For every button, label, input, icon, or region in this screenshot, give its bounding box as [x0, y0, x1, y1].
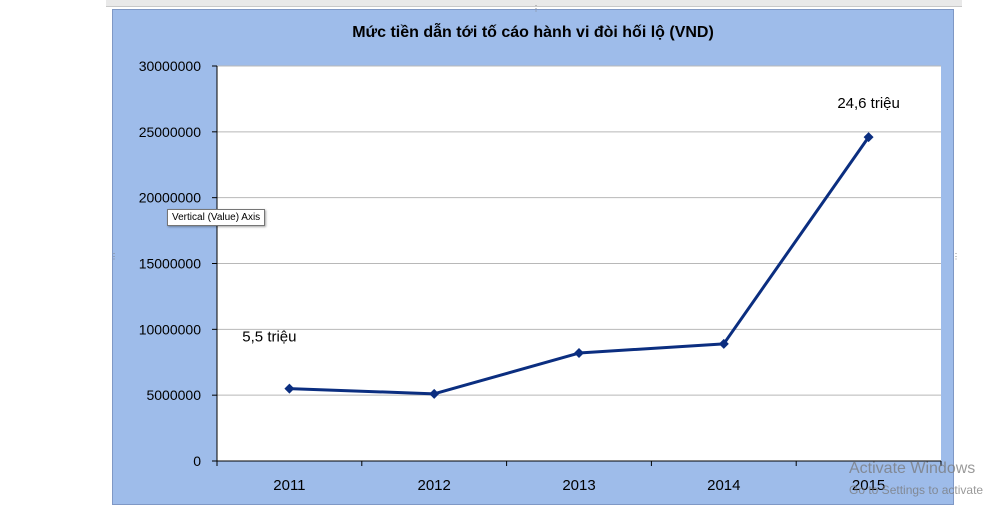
y-tick-label: 15000000: [139, 256, 202, 272]
data-point: [718, 338, 729, 349]
data-point: [284, 383, 295, 394]
y-tick-label: 10000000: [139, 321, 202, 337]
resize-handle-right[interactable]: ⋮: [952, 252, 960, 261]
window-top-strip: [106, 0, 962, 7]
x-tick-label: 2013: [562, 477, 595, 494]
axis-tooltip: Vertical (Value) Axis: [167, 209, 266, 226]
y-tick-label: 0: [193, 453, 201, 469]
data-label: 24,6 triệu: [837, 95, 900, 112]
y-tick-label: 25000000: [139, 124, 202, 140]
chart-title[interactable]: Mức tiền dẫn tới tố cáo hành vi đòi hối …: [352, 24, 714, 41]
activate-windows-title: Activate Windows: [849, 460, 976, 477]
chart-area[interactable]: Mức tiền dẫn tới tố cáo hành vi đòi hối …: [110, 4, 960, 505]
data-point: [863, 132, 874, 143]
resize-handle-top[interactable]: ⋮: [532, 4, 540, 13]
y-tick-label: 20000000: [139, 190, 202, 206]
data-label: 5,5 triệu: [242, 329, 296, 346]
y-tick-label: 5000000: [146, 387, 201, 403]
activate-windows-subtitle: Go to Settings to activate: [849, 483, 984, 497]
data-point: [429, 388, 440, 399]
resize-handle-left[interactable]: ⋮: [110, 252, 118, 261]
x-tick-label: 2011: [273, 477, 305, 494]
x-tick-label: 2015: [852, 477, 885, 494]
data-point: [574, 348, 584, 359]
x-tick-label: 2012: [418, 477, 451, 494]
x-tick-label: 2014: [707, 477, 740, 494]
chart-svg: 0 5000000 10000000 15000000 20000000 25000000…: [139, 58, 942, 494]
y-tick-label: 30000000: [139, 58, 202, 74]
